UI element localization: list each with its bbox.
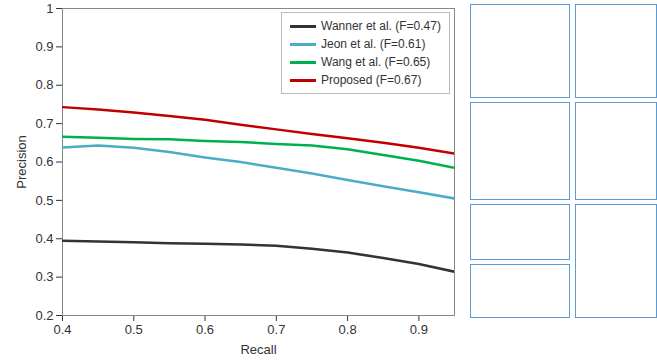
svg-text:0.5: 0.5 [35, 193, 53, 208]
svg-text:0.2: 0.2 [35, 308, 53, 323]
html-text:Proposed (F=0.67): Proposed (F=0.67) [321, 73, 422, 87]
html-text:Wang et al. (F=0.65): Wang et al. (F=0.65) [321, 55, 431, 69]
svg-text:0.5: 0.5 [125, 322, 143, 337]
svg-text:0.6: 0.6 [35, 154, 53, 169]
svg-text:0.8: 0.8 [339, 322, 357, 337]
svg-text:0.7: 0.7 [267, 322, 285, 337]
svg-text:0.9: 0.9 [410, 322, 428, 337]
svg-text:0.7: 0.7 [35, 116, 53, 131]
svg-text:0.3: 0.3 [35, 269, 53, 284]
svg-text:Recall: Recall [240, 342, 276, 357]
svg-text:0.6: 0.6 [196, 322, 214, 337]
svg-text:Precision: Precision [14, 135, 29, 188]
svg-text:0.4: 0.4 [35, 231, 53, 246]
svg-text:0.9: 0.9 [35, 39, 53, 54]
html-text:Wanner et al. (F=0.47): Wanner et al. (F=0.47) [321, 19, 441, 33]
svg-text:1: 1 [46, 1, 53, 16]
svg-text:0.4: 0.4 [53, 322, 71, 337]
html-text:Jeon et al. (F=0.61): Jeon et al. (F=0.61) [321, 37, 426, 51]
svg-text:0.8: 0.8 [35, 77, 53, 92]
